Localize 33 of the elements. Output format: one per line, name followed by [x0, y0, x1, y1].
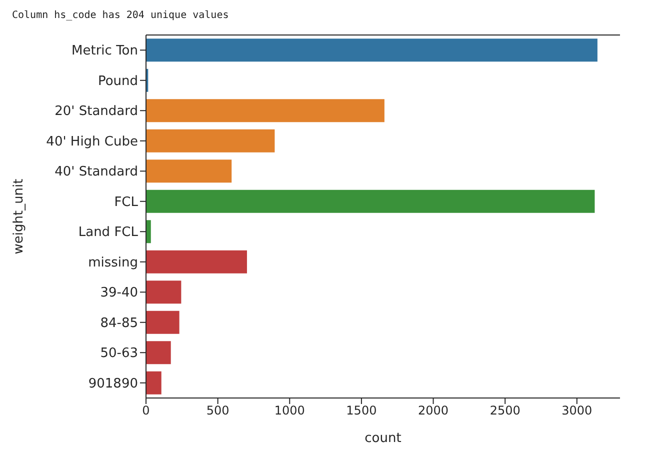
- y-tick-label: Pound: [98, 74, 138, 89]
- y-tick-label: 40' High Cube: [46, 134, 138, 150]
- y-tick-label: Metric Ton: [72, 44, 138, 59]
- y-axis-title: weight_unit: [12, 178, 27, 254]
- y-tick-label: 50-63: [100, 346, 138, 362]
- x-tick-label: 1000: [274, 404, 305, 418]
- bar: [146, 129, 275, 152]
- y-tick-label: 39-40: [100, 286, 138, 301]
- bar: [146, 310, 180, 334]
- x-tick-label: 3000: [562, 404, 592, 418]
- chart-title: Column hs_code has 204 unique values: [11, 9, 230, 23]
- y-tick-label: Land FCL: [78, 225, 139, 240]
- bar: [146, 341, 171, 364]
- x-axis-title: count: [364, 431, 402, 446]
- bar: [146, 250, 247, 274]
- y-tick-label: missing: [88, 255, 138, 270]
- x-tick-label: 2500: [490, 404, 520, 418]
- y-tick-label: 40' Standard: [54, 164, 138, 180]
- x-tick-label: 0: [142, 404, 150, 418]
- y-tick-label: 901890: [88, 376, 138, 392]
- y-tick-label: FCL: [114, 194, 139, 210]
- x-tick-label: 500: [206, 404, 230, 418]
- bar: [146, 190, 595, 213]
- bar: [146, 371, 162, 394]
- x-tick-label: 2000: [418, 404, 449, 418]
- bar: [146, 38, 598, 62]
- bar: [146, 160, 232, 183]
- x-tick-label: 1500: [346, 404, 377, 418]
- bar: [146, 280, 182, 304]
- y-tick-label: 84-85: [100, 316, 138, 331]
- y-tick-label: 20' Standard: [54, 104, 138, 120]
- bar: [146, 220, 151, 244]
- bar: [146, 99, 384, 122]
